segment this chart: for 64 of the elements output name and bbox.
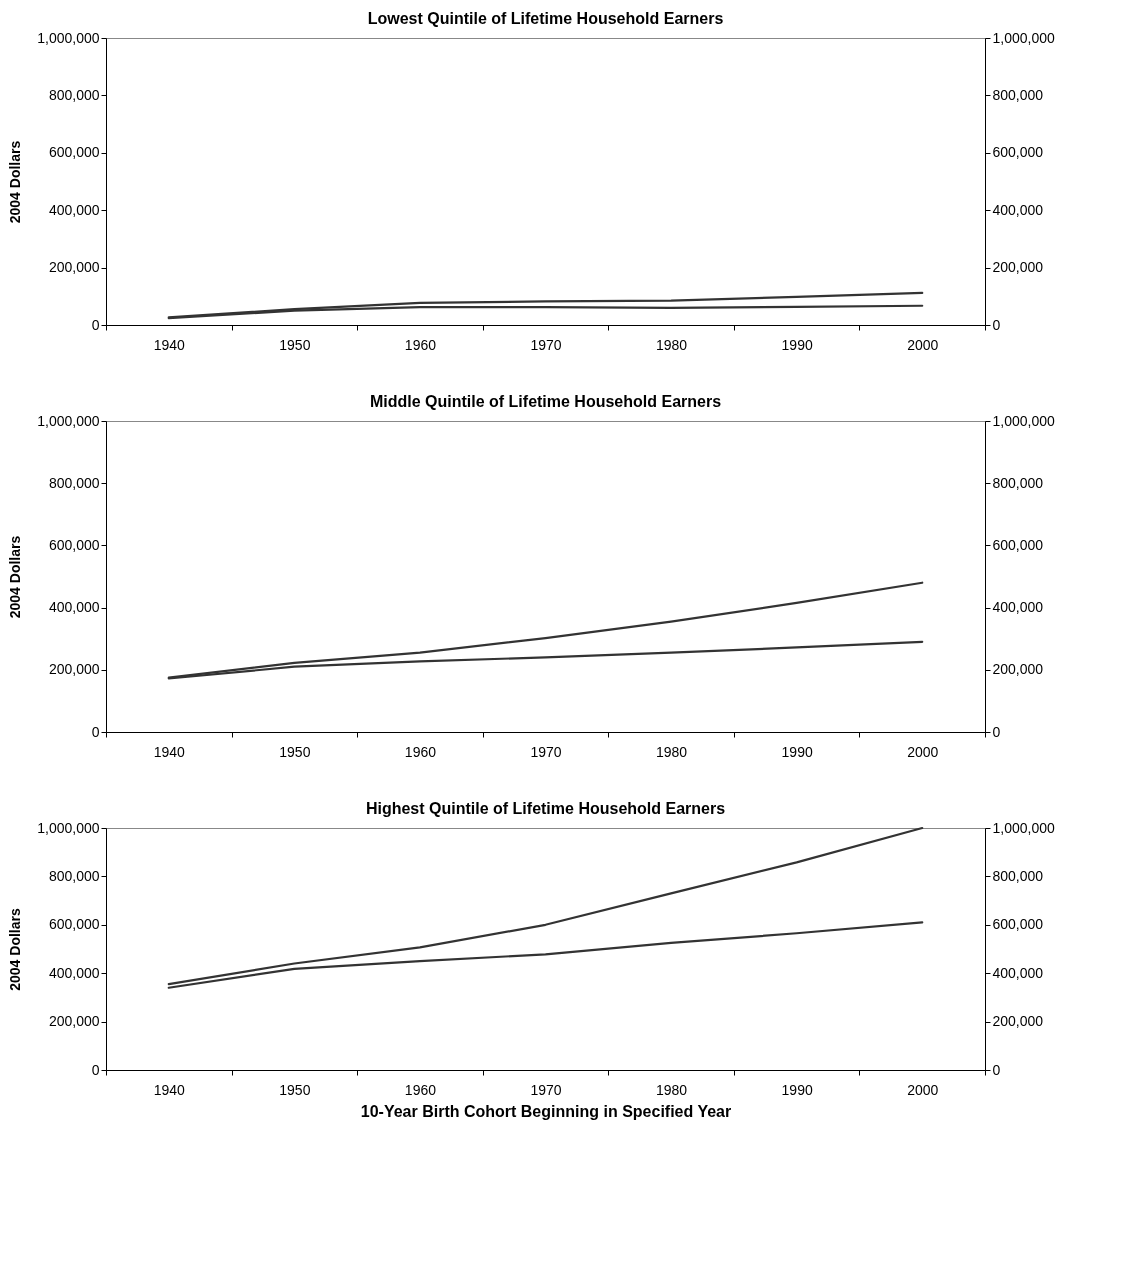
y-tick-label: 1,000,000 xyxy=(37,412,100,429)
x-tick-label: 2000 xyxy=(907,336,939,353)
x-axis-title: 10-Year Birth Cohort Beginning in Specified Year xyxy=(360,1102,732,1120)
y-tick-label: 800,000 xyxy=(48,86,100,103)
y-axis-title: 2004 Dollars xyxy=(7,140,24,224)
y-tick-label: 600,000 xyxy=(48,144,100,161)
x-tick-label: 2000 xyxy=(907,743,939,760)
y-tick-label: 0 xyxy=(91,1061,100,1078)
y2-tick-label: 200,000 xyxy=(992,661,1044,678)
y-tick-label: 400,000 xyxy=(48,201,100,218)
x-tick-label: 1980 xyxy=(655,336,688,353)
y-tick-label: 0 xyxy=(91,316,100,333)
y-tick-label: 0 xyxy=(91,723,100,740)
y-tick-label: 1,000,000 xyxy=(37,819,100,836)
x-tick-label: 1950 xyxy=(279,1081,311,1098)
y-tick-label: 800,000 xyxy=(48,474,100,491)
y-tick-label: 1,000,000 xyxy=(37,29,100,46)
y-tick-label: 400,000 xyxy=(48,964,100,981)
x-tick-label: 1950 xyxy=(279,743,311,760)
y2-tick-label: 400,000 xyxy=(992,599,1044,616)
x-tick-label: 1950 xyxy=(279,336,311,353)
x-tick-label: 1940 xyxy=(153,1081,186,1098)
y2-tick-label: 400,000 xyxy=(992,964,1044,981)
x-tick-label: 1940 xyxy=(153,743,186,760)
y-tick-label: 200,000 xyxy=(48,661,100,678)
y2-tick-label: 600,000 xyxy=(992,536,1044,553)
y-tick-label: 200,000 xyxy=(48,1013,100,1030)
chart-title: Highest Quintile of Lifetime Household Earners xyxy=(365,800,726,817)
y-tick-label: 600,000 xyxy=(48,536,100,553)
y-tick-label: 800,000 xyxy=(48,867,100,884)
x-tick-label: 1990 xyxy=(781,743,813,760)
y2-tick-label: 600,000 xyxy=(992,916,1044,933)
y2-tick-label: 1,000,000 xyxy=(992,412,1055,429)
y-axis-title: 2004 Dollars xyxy=(7,535,24,619)
y2-tick-label: 200,000 xyxy=(992,259,1044,276)
y2-tick-label: 400,000 xyxy=(992,201,1044,218)
x-tick-label: 1960 xyxy=(404,743,437,760)
x-tick-label: 1990 xyxy=(781,336,813,353)
y2-tick-label: 0 xyxy=(992,723,1001,740)
x-tick-label: 1960 xyxy=(404,1081,437,1098)
chart-title: Lowest Quintile of Lifetime Household Earners xyxy=(367,10,724,27)
x-tick-label: 1940 xyxy=(153,336,186,353)
x-tick-label: 1980 xyxy=(655,743,688,760)
y2-tick-label: 800,000 xyxy=(992,474,1044,491)
y-tick-label: 400,000 xyxy=(48,599,100,616)
y2-tick-label: 0 xyxy=(992,1061,1001,1078)
x-tick-label: 1960 xyxy=(404,336,437,353)
x-tick-label: 1990 xyxy=(781,1081,813,1098)
x-tick-label: 1970 xyxy=(530,1081,562,1098)
y-tick-label: 200,000 xyxy=(48,259,100,276)
y2-tick-label: 200,000 xyxy=(992,1013,1044,1030)
chart-title: Middle Quintile of Lifetime Household Earners xyxy=(369,393,722,410)
y-axis-title: 2004 Dollars xyxy=(7,908,24,991)
x-tick-label: 1970 xyxy=(530,743,562,760)
y2-tick-label: 800,000 xyxy=(992,86,1044,103)
y2-tick-label: 0 xyxy=(992,316,1001,333)
y-tick-label: 600,000 xyxy=(48,916,100,933)
x-tick-label: 2000 xyxy=(907,1081,939,1098)
y2-tick-label: 800,000 xyxy=(992,867,1044,884)
x-tick-label: 1970 xyxy=(530,336,562,353)
y2-tick-label: 1,000,000 xyxy=(992,819,1055,836)
y2-tick-label: 1,000,000 xyxy=(992,29,1055,46)
y2-tick-label: 600,000 xyxy=(992,144,1044,161)
x-tick-label: 1980 xyxy=(655,1081,688,1098)
